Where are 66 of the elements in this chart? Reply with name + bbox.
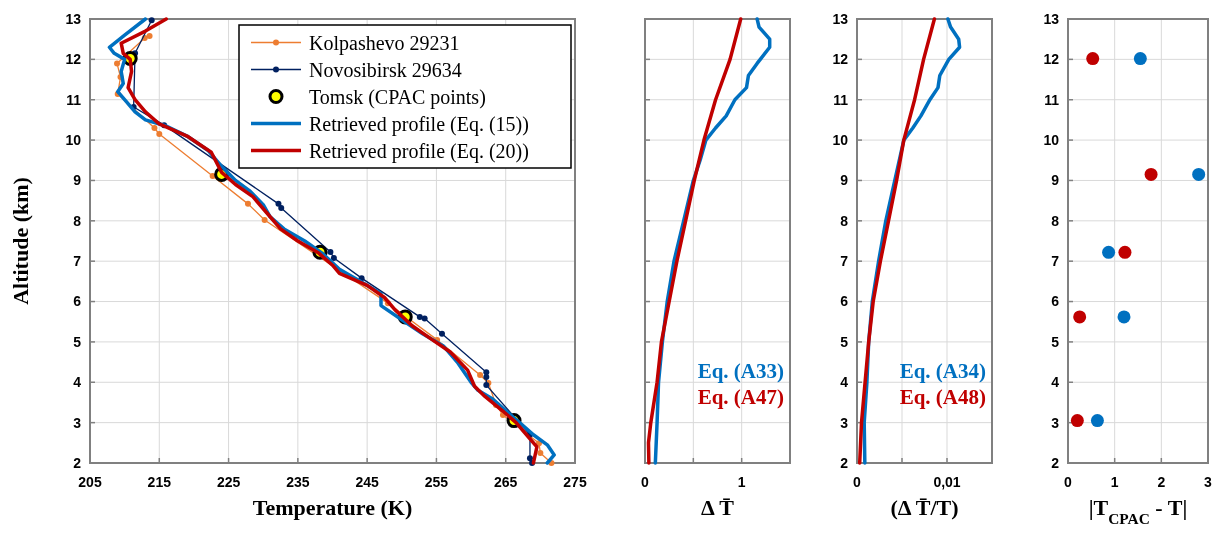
- y-tick-label: 6: [73, 293, 82, 310]
- y-tick-label: 12: [65, 51, 82, 68]
- x-tick-label: 1: [1110, 474, 1119, 490]
- legend-label: Retrieved profile (Eq. (20)): [309, 139, 529, 163]
- legend-label: Novosibirsk 29634: [309, 58, 462, 81]
- y-tick-label: 4: [1051, 374, 1060, 391]
- y-tick-label: 7: [1051, 253, 1060, 270]
- x-tick-label: 0: [853, 474, 862, 490]
- legend-label: Retrieved profile (Eq. (15)): [309, 112, 529, 136]
- y-tick-label: 13: [1043, 10, 1060, 27]
- y-tick-label: 4: [840, 374, 849, 391]
- x-tick-label: 1: [737, 474, 746, 490]
- x-tick-label: 0,01: [933, 474, 961, 490]
- y-tick-label: 12: [1043, 51, 1060, 68]
- y-tick-label: 10: [65, 131, 82, 148]
- x-axis-title: (Δ T̄/T): [890, 495, 959, 520]
- y-tick-label: 7: [840, 253, 849, 270]
- y-tick-label: 9: [73, 172, 82, 189]
- y-tick-label: 4: [73, 374, 82, 391]
- x-axis-title: |T$_{CPAC}$ - T|: [1088, 495, 1188, 527]
- y-tick-label: 2: [840, 454, 849, 471]
- series-label: Eq. (A33): [697, 359, 784, 384]
- y-tick-label: 2: [1051, 454, 1060, 471]
- y-tick-label: 10: [832, 131, 849, 148]
- series-label: Eq. (A48): [899, 385, 986, 410]
- x-tick-label: 245: [355, 474, 380, 490]
- y-tick-label: 6: [840, 293, 849, 310]
- y-tick-label: 3: [840, 414, 849, 431]
- x-tick-label: 225: [216, 474, 241, 490]
- y-tick-label: 5: [840, 333, 849, 350]
- x-tick-label: 265: [494, 474, 518, 490]
- x-tick-label: 255: [424, 474, 449, 490]
- y-tick-label: 8: [1051, 212, 1060, 229]
- y-tick-label: 8: [840, 212, 849, 229]
- y-tick-label: 13: [832, 10, 849, 27]
- y-tick-label: 11: [833, 91, 849, 108]
- legend-label: Tomsk (CPAC points): [309, 85, 486, 109]
- x-tick-label: 3: [1204, 474, 1213, 490]
- y-tick-label: 11: [66, 91, 82, 108]
- y-tick-label: 3: [1051, 414, 1060, 431]
- x-tick-label: 0: [641, 474, 650, 490]
- x-axis-title: Δ T̄: [701, 495, 735, 520]
- y-tick-label: 5: [1051, 333, 1060, 350]
- x-axis-title: Temperature (K): [252, 495, 413, 520]
- x-tick-label: 235: [286, 474, 310, 490]
- y-tick-label: 2: [73, 454, 82, 471]
- series-label: Eq. (A47): [697, 385, 784, 410]
- y-tick-label: 11: [1044, 91, 1060, 108]
- y-tick-label: 5: [73, 333, 82, 350]
- y-tick-label: 10: [1043, 131, 1060, 148]
- x-tick-label: 205: [78, 474, 102, 490]
- x-tick-label: 275: [563, 474, 587, 490]
- y-tick-label: 13: [65, 10, 82, 27]
- y-tick-label: 12: [832, 51, 849, 68]
- legend-label: Kolpashevo 29231: [309, 31, 460, 55]
- y-tick-label: 3: [73, 414, 82, 431]
- y-axis-title: Altitude (km): [8, 177, 33, 305]
- x-tick-label: 215: [147, 474, 172, 490]
- x-tick-label: 2: [1157, 474, 1166, 490]
- y-tick-label: 9: [1051, 172, 1060, 189]
- y-tick-label: 7: [73, 253, 82, 270]
- y-tick-label: 8: [73, 212, 82, 229]
- y-tick-label: 9: [840, 172, 849, 189]
- y-tick-label: 6: [1051, 293, 1060, 310]
- x-tick-label: 0: [1064, 474, 1073, 490]
- series-label: Eq. (A34): [899, 359, 986, 384]
